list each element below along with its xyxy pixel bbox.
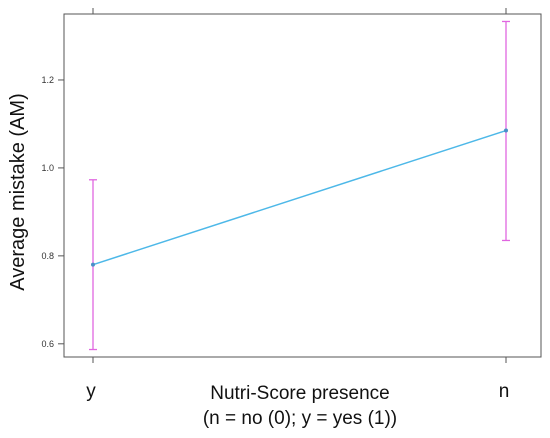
plot-frame bbox=[63, 13, 542, 358]
y-axis-title: Average mistake (AM) bbox=[7, 93, 29, 290]
y-tick-label: 1.0 bbox=[41, 163, 54, 173]
data-point bbox=[504, 128, 508, 133]
x-axis-title: Nutri-Score presence bbox=[210, 383, 390, 404]
x-axis-subtitle: (n = no (0); y = yes (1)) bbox=[203, 408, 397, 429]
x-tick-label: n bbox=[499, 381, 510, 402]
data-marks bbox=[89, 20, 510, 351]
y-tick-label: 0.8 bbox=[41, 251, 54, 261]
y-tick-label: 0.6 bbox=[41, 339, 54, 349]
x-tick-label: y bbox=[86, 381, 96, 402]
y-tick-label: 1.2 bbox=[41, 75, 54, 85]
data-point bbox=[91, 262, 95, 267]
y-axis-ticks: 0.6 0.8 1.0 1.2 bbox=[41, 75, 64, 349]
series-line bbox=[92, 129, 507, 266]
